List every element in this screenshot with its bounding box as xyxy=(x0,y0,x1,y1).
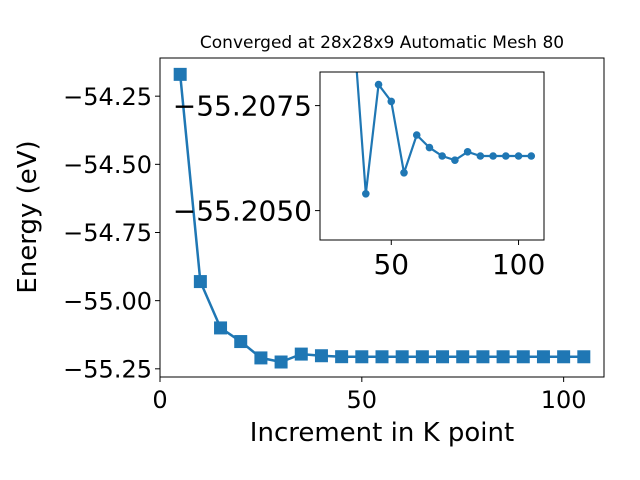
main-data-point xyxy=(436,350,450,364)
main-series xyxy=(173,67,591,369)
main-data-point xyxy=(314,349,328,363)
main-data-point xyxy=(234,335,248,349)
main-data-point xyxy=(294,347,308,361)
inset-data-point xyxy=(387,97,396,106)
main-data-point xyxy=(496,350,510,364)
inset-data-point xyxy=(476,152,485,160)
main-data-point xyxy=(577,350,591,364)
main-x-tick-label: 50 xyxy=(347,386,378,414)
inset-x-tick-label: 100 xyxy=(492,248,545,281)
main-y-tick-label: −54.75 xyxy=(63,219,152,247)
main-data-point xyxy=(214,321,228,335)
main-data-point xyxy=(375,350,389,364)
inset-data-point xyxy=(514,152,523,160)
inset-data-point xyxy=(451,156,459,164)
main-data-point xyxy=(415,350,429,364)
main-y-tick-label: −55.00 xyxy=(63,287,152,315)
main-data-point xyxy=(355,350,369,364)
y-axis-title: Energy (eV) xyxy=(13,140,43,293)
main-data-point xyxy=(274,355,288,369)
chart-title: Converged at 28x28x9 Automatic Mesh 80 xyxy=(200,33,564,53)
inset-data-point xyxy=(527,152,536,160)
main-data-point xyxy=(557,350,571,364)
inset-data-point xyxy=(438,152,446,160)
inset-data-point xyxy=(374,80,383,89)
main-y-tick-label: −54.25 xyxy=(63,83,152,111)
inset-data-point xyxy=(412,131,421,139)
inset-data-point xyxy=(489,152,497,160)
main-data-point xyxy=(193,275,207,289)
x-axis-title: Increment in K point xyxy=(250,418,514,448)
main-plot-marks xyxy=(173,67,591,369)
inset-data-point xyxy=(400,169,408,177)
main-plot-frame xyxy=(159,57,605,378)
main-y-ticks: −54.25 −54.50 −54.75 −55.00 −55.25 xyxy=(63,83,160,383)
inset-y-tick-label: −55.2075 xyxy=(173,90,312,123)
inset-series xyxy=(355,72,536,198)
inset-plot-marks xyxy=(355,72,536,198)
inset-x-tick-label: 50 xyxy=(373,248,409,281)
main-data-point xyxy=(456,350,470,364)
inset-data-point xyxy=(425,143,434,152)
inset-plot: 50 100 −55.2075 −55.2050 xyxy=(173,71,545,281)
inset-plot-frame xyxy=(319,71,545,241)
main-data-point xyxy=(536,350,550,364)
main-x-tick-label: 0 xyxy=(152,386,167,414)
main-data-point xyxy=(173,67,187,81)
inset-data-point xyxy=(362,190,370,198)
main-x-tick-label: 100 xyxy=(541,386,587,414)
main-data-point xyxy=(254,351,268,365)
main-data-point xyxy=(476,350,490,364)
main-y-tick-label: −55.25 xyxy=(63,355,152,383)
main-x-ticks: 0 50 100 xyxy=(152,377,587,414)
inset-data-point xyxy=(463,148,472,156)
main-y-tick-label: −54.50 xyxy=(63,151,152,179)
inset-y-ticks: −55.2075 −55.2050 xyxy=(173,90,320,228)
inset-x-ticks: 50 100 xyxy=(373,240,545,281)
main-data-point xyxy=(516,350,530,364)
inset-y-tick-label: −55.2050 xyxy=(173,195,312,228)
main-data-point xyxy=(335,350,349,364)
main-data-point xyxy=(395,350,409,364)
inset-data-point xyxy=(502,152,510,160)
